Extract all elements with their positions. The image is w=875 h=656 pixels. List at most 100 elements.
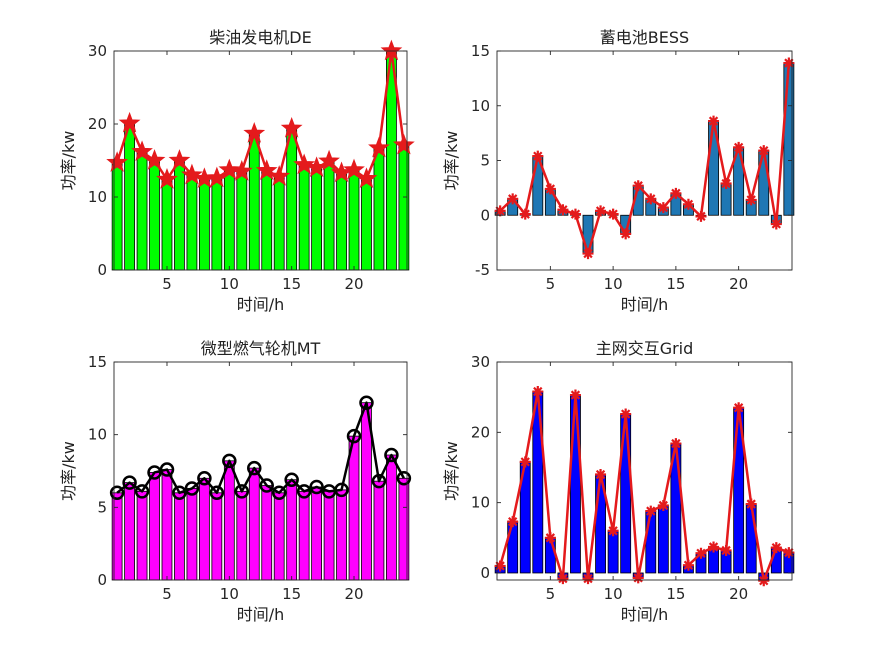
bar (174, 492, 185, 581)
data-point (280, 116, 303, 138)
y-tick-label: 30 (88, 42, 107, 60)
data-point (620, 228, 632, 240)
y-tick-label: 0 (480, 206, 490, 224)
data-point (770, 218, 782, 230)
data-point (106, 151, 128, 172)
y-tick-label: -5 (475, 261, 490, 279)
bar (223, 460, 235, 581)
y-axis-label: 功率/kw (59, 131, 78, 191)
data-point (118, 111, 141, 133)
x-tick-label: 5 (546, 275, 556, 293)
x-tick-label: 20 (344, 585, 363, 603)
y-tick-label: 0 (480, 564, 490, 582)
bar (311, 167, 322, 271)
data-point (380, 39, 403, 61)
bar (161, 179, 173, 271)
data-point (620, 408, 632, 420)
bar (136, 490, 148, 581)
bar (348, 169, 360, 271)
data-point (172, 485, 187, 501)
chart-title: 微型燃气轮机MT (201, 339, 321, 358)
data-point (733, 141, 745, 153)
data-point (271, 485, 287, 501)
bar (186, 174, 198, 271)
x-tick-label: 10 (604, 275, 623, 293)
bar (199, 178, 210, 271)
data-point (519, 456, 531, 468)
bar (361, 178, 372, 271)
data-point (359, 395, 374, 410)
y-tick-label: 10 (471, 494, 490, 512)
bar (286, 127, 298, 271)
bar (323, 160, 335, 271)
y-tick-label: 15 (471, 42, 490, 60)
series-line (498, 390, 790, 582)
data-point (234, 484, 250, 499)
chart-title: 蓄电池BESS (600, 28, 689, 47)
bar (336, 489, 347, 581)
x-tick-label: 5 (546, 585, 556, 603)
data-point (296, 484, 312, 499)
x-tick-label: 10 (220, 585, 239, 603)
data-point (197, 471, 212, 486)
data-point (393, 133, 415, 155)
data-point (758, 575, 770, 587)
bar (645, 510, 657, 574)
bar (248, 467, 260, 581)
data-point (209, 485, 225, 501)
data-point (557, 573, 569, 585)
data-point (569, 389, 581, 401)
data-point (218, 158, 241, 180)
data-point (507, 193, 519, 205)
data-point (268, 165, 291, 186)
bar (223, 169, 235, 271)
data-point (708, 115, 720, 127)
bar (570, 394, 581, 574)
x-tick-label: 10 (220, 275, 239, 293)
data-point (222, 453, 237, 469)
axes-box (496, 361, 793, 581)
data-point (708, 541, 720, 553)
data-point (355, 167, 378, 188)
data-point (695, 210, 707, 222)
data-point (168, 149, 191, 170)
axes-box (113, 50, 408, 271)
data-point (657, 202, 669, 214)
data-point (243, 122, 266, 143)
y-tick-label: 5 (480, 152, 490, 170)
bar (273, 492, 285, 581)
data-point (657, 499, 669, 511)
y-tick-label: 15 (88, 353, 107, 371)
bar (273, 176, 285, 271)
y-tick-label: 10 (88, 188, 107, 206)
x-tick-label: 15 (666, 585, 685, 603)
bar (236, 171, 248, 271)
bar (261, 170, 273, 271)
data-point (783, 57, 795, 69)
chart-bess: -5 0 5 10 15 5 10 15 20 蓄电池BESS 时间/h 功率/kw (442, 28, 795, 314)
y-tick-label: 0 (97, 261, 107, 279)
data-point (544, 532, 556, 544)
bar (286, 479, 298, 581)
data-point (582, 573, 594, 585)
data-point (745, 194, 757, 206)
bar (373, 147, 385, 271)
data-point (181, 163, 203, 185)
data-point (122, 475, 137, 490)
data-point (396, 471, 412, 486)
data-point (255, 159, 278, 180)
data-point (720, 178, 732, 189)
data-point (309, 479, 324, 495)
y-tick-label: 30 (471, 353, 490, 371)
x-tick-label: 20 (729, 585, 748, 603)
data-point (783, 547, 795, 559)
y-axis-label: 功率/kw (442, 131, 461, 191)
bar (298, 490, 310, 581)
x-tick-label: 5 (162, 275, 172, 293)
data-point (733, 402, 745, 414)
bar (336, 172, 347, 271)
x-axis-label: 时间/h (237, 295, 285, 314)
bar (186, 488, 198, 581)
bar (386, 454, 397, 581)
data-point (645, 505, 657, 517)
